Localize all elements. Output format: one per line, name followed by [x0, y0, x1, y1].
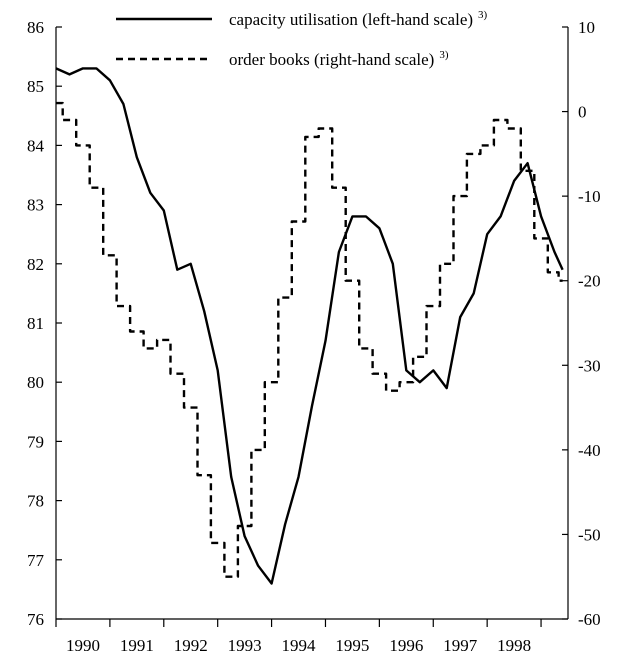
legend-footnote-marker: 3): [439, 49, 449, 61]
x-tick-label: 1991: [120, 636, 154, 655]
tick-labels: 76 77 78 79 80 81 82 83 84 85 86 -60 -50 -40 -30 -20 -10…: [27, 18, 601, 655]
right-tick-label: 0: [578, 103, 587, 122]
x-tick-label: 1997: [443, 636, 478, 655]
x-tick-label: 1995: [335, 636, 369, 655]
legend-label-text: capacity utilisation (left-hand scale): [229, 10, 473, 29]
left-tick-label: 79: [27, 432, 44, 451]
left-tick-label: 81: [27, 314, 44, 333]
x-tick-label: 1996: [389, 636, 423, 655]
right-tick-label: -20: [578, 272, 601, 291]
x-tick-label: 1993: [228, 636, 262, 655]
legend-label-text: order books (right-hand scale): [229, 50, 434, 69]
left-tick-label: 77: [27, 551, 45, 570]
series-lines: [55, 67, 564, 585]
x-tick-label: 1992: [174, 636, 208, 655]
left-tick-label: 86: [27, 18, 44, 37]
series-line-order-books: [56, 101, 563, 578]
left-tick-label: 84: [27, 136, 45, 155]
series-line-capacity-utilisation: [55, 67, 564, 585]
left-tick-label: 78: [27, 492, 44, 511]
right-tick-label: -40: [578, 441, 601, 460]
right-tick-label: -10: [578, 187, 601, 206]
legend: capacity utilisation (left-hand scale) 3)…: [116, 9, 488, 69]
left-tick-label: 80: [27, 373, 44, 392]
left-tick-label: 76: [27, 610, 44, 629]
x-tick-label: 1994: [282, 636, 317, 655]
left-tick-label: 83: [27, 196, 44, 215]
right-tick-label: -60: [578, 610, 601, 629]
right-tick-label: 10: [578, 18, 595, 37]
axes: [55, 26, 569, 627]
legend-footnote-marker: 3): [478, 9, 488, 21]
right-tick-label: -30: [578, 356, 601, 375]
legend-label: order books (right-hand scale) 3): [229, 49, 449, 69]
x-tick-label: 1990: [66, 636, 100, 655]
x-tick-label: 1998: [497, 636, 531, 655]
right-tick-label: -50: [578, 525, 601, 544]
legend-label: capacity utilisation (left-hand scale) 3): [229, 9, 488, 29]
left-tick-label: 85: [27, 77, 44, 96]
left-tick-label: 82: [27, 255, 44, 274]
